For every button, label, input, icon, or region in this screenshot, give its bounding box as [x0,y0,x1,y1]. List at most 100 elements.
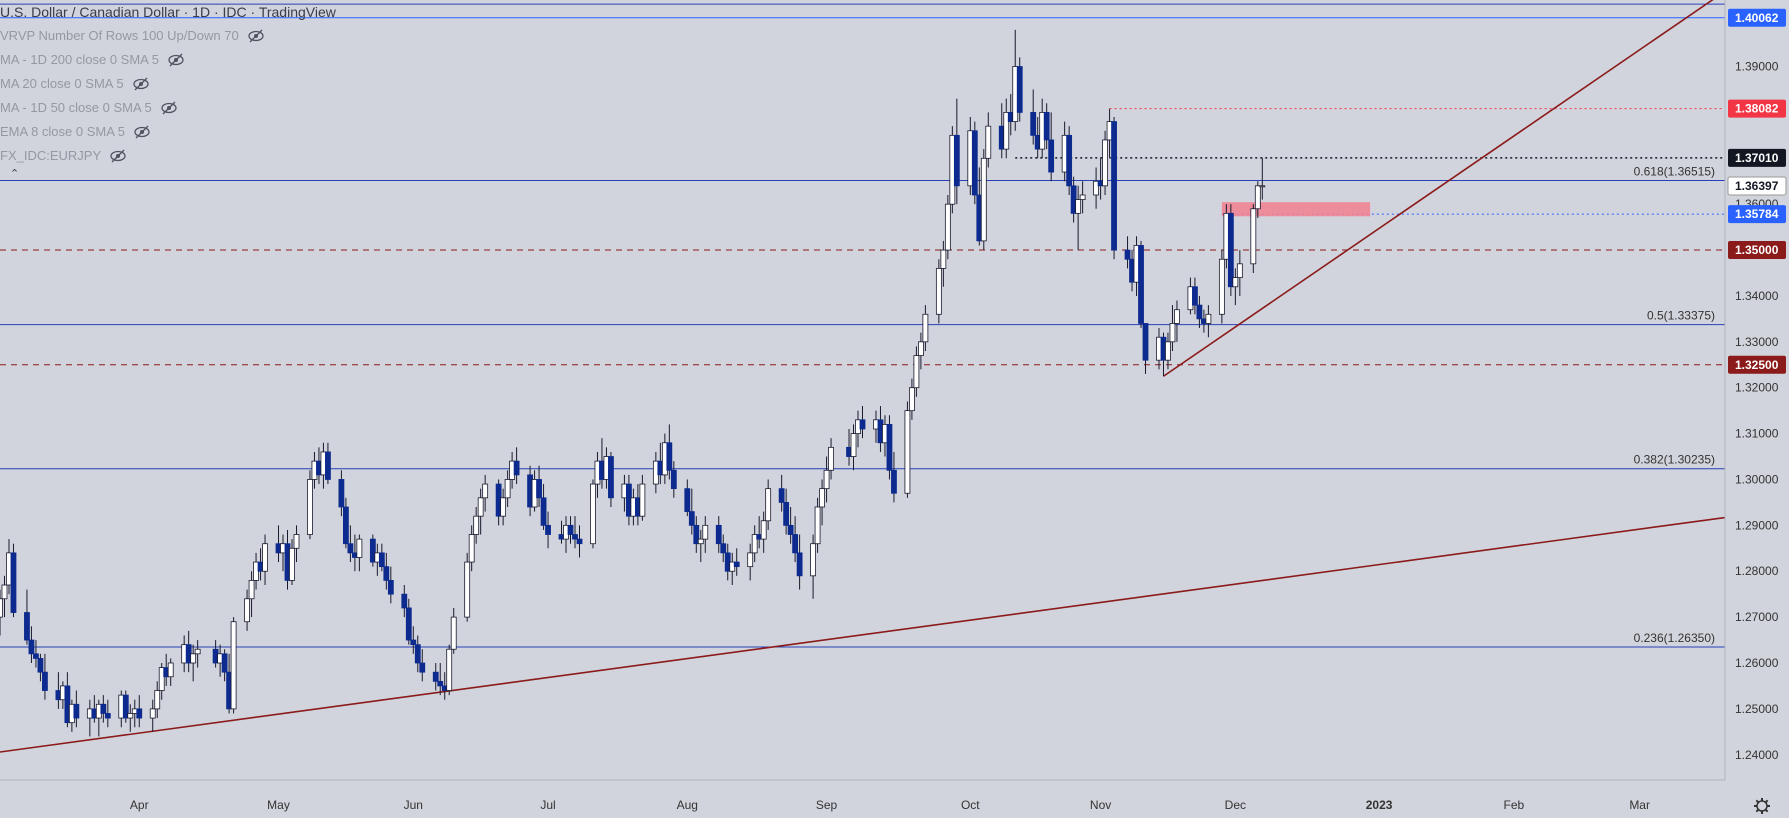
bear-candle-body [1066,134,1073,187]
bear-candle-body [410,639,417,646]
gear-icon-tooth [1764,799,1769,804]
candle [540,484,547,530]
time-tick-label: Mar [1629,798,1650,812]
bull-candle-body [850,433,857,457]
price-tick-label: 1.34000 [1735,289,1779,303]
indicator-row[interactable]: FX_IDC:EURJPY [0,144,336,168]
eye-slash-icon[interactable] [160,101,178,115]
bull-candle-body [1,584,8,600]
bear-candle-body [437,680,444,687]
settings-gear-icon[interactable] [1754,798,1770,814]
candle [576,525,583,558]
candle [468,525,475,572]
bull-candle-body [446,648,453,691]
candle [513,447,520,485]
indicator-row[interactable]: MA 20 close 0 SMA 5 [0,72,336,96]
candle [980,149,987,251]
candle [940,240,947,287]
time-tick-label: Sep [816,798,838,812]
candle [158,663,165,700]
candle [670,461,677,498]
candle [814,497,821,553]
bull-candle-body [702,524,709,540]
price-tag-label: 1.38082 [1735,102,1779,116]
bear-candle-body [859,419,866,430]
price-tag: 1.36397 [1727,176,1787,196]
bull-candle-body [230,621,237,710]
candle [909,378,915,420]
eye-slash-icon[interactable] [133,125,151,139]
bear-candle-body [378,552,385,568]
candle [369,534,376,567]
bull-candle-body [158,667,165,691]
bear-candle-body [513,460,520,476]
price-tag-box [1728,241,1786,260]
trendline [0,516,1726,753]
bull-candle-body [765,488,772,522]
bear-candle-body [136,708,143,719]
candle [971,121,978,205]
fib-label: 0.236(1.26350) [1634,631,1715,645]
candle [1030,89,1037,145]
eye-slash-icon[interactable] [167,53,185,67]
price-tag-label: 1.37010 [1735,151,1779,165]
bear-candle-body [1048,139,1055,173]
bear-candle-body [28,639,35,655]
price-tag-box [1728,8,1786,27]
fib-label: 0.382(1.30235) [1634,453,1715,467]
candle [935,259,942,324]
legend: U.S. Dollar / Canadian Dollar · 1D · IDC… [0,0,336,180]
price-tag: 1.35784 [1728,205,1786,224]
time-tick-label: Dec [1225,798,1246,812]
indicator-label: EMA 8 close 0 SMA 5 [0,124,126,139]
candle [136,695,143,728]
candle [100,695,107,723]
bull-candle-body [154,690,161,710]
time-tick-label: May [267,798,290,812]
candle [419,649,426,682]
price-tag: 1.40062 [1728,8,1786,27]
candle [410,626,417,654]
candle [1124,236,1131,269]
candle [1016,57,1023,122]
bear-candle-body [891,469,897,494]
candle [828,438,834,480]
time-axis: Apr May Jun Jul Aug Sep Oct Nov Dec 2023 Feb Mar [0,779,1789,818]
bull-candle-body [819,488,825,508]
bull-candle-body [1259,185,1266,188]
candle [1165,332,1171,370]
eye-slash-icon[interactable] [247,29,265,43]
candle [1048,112,1055,182]
indicator-row[interactable]: MA - 1D 200 close 0 SMA 5 [0,48,336,72]
bear-candle-body [796,552,803,577]
price-tick-label: 1.39000 [1735,60,1779,74]
bull-candle-body [482,483,489,499]
bear-candle-body [347,543,354,554]
candle [985,112,992,168]
candle [760,511,767,553]
bear-candle-body [419,662,426,673]
candle [720,534,727,563]
bull-candle-body [190,653,197,664]
candle [608,451,614,507]
eye-slash-icon[interactable] [132,77,150,91]
bull-candle-body [823,469,830,490]
bull-candle-body [639,483,646,517]
indicator-row[interactable]: EMA 8 close 0 SMA 5 [0,120,336,144]
candle [886,415,893,480]
candle [190,644,197,682]
indicator-row[interactable]: MA - 1D 50 close 0 SMA 5 [0,96,336,120]
bull-candle-body [1165,341,1171,361]
candle [149,699,156,732]
bull-candle-body [450,616,457,650]
bull-candle-body [909,387,915,412]
collapse-legend-chevron-up-icon[interactable]: ⌃ [10,168,20,180]
eye-slash-icon[interactable] [109,149,127,163]
bull-candle-body [904,410,911,494]
indicator-row[interactable]: VRVP Number Of Rows 100 Up/Down 70 [0,24,336,48]
zone-layer [1221,202,1371,217]
bull-candle-body [917,341,924,356]
candle [1218,250,1225,324]
bear-candle-body [1043,112,1050,141]
